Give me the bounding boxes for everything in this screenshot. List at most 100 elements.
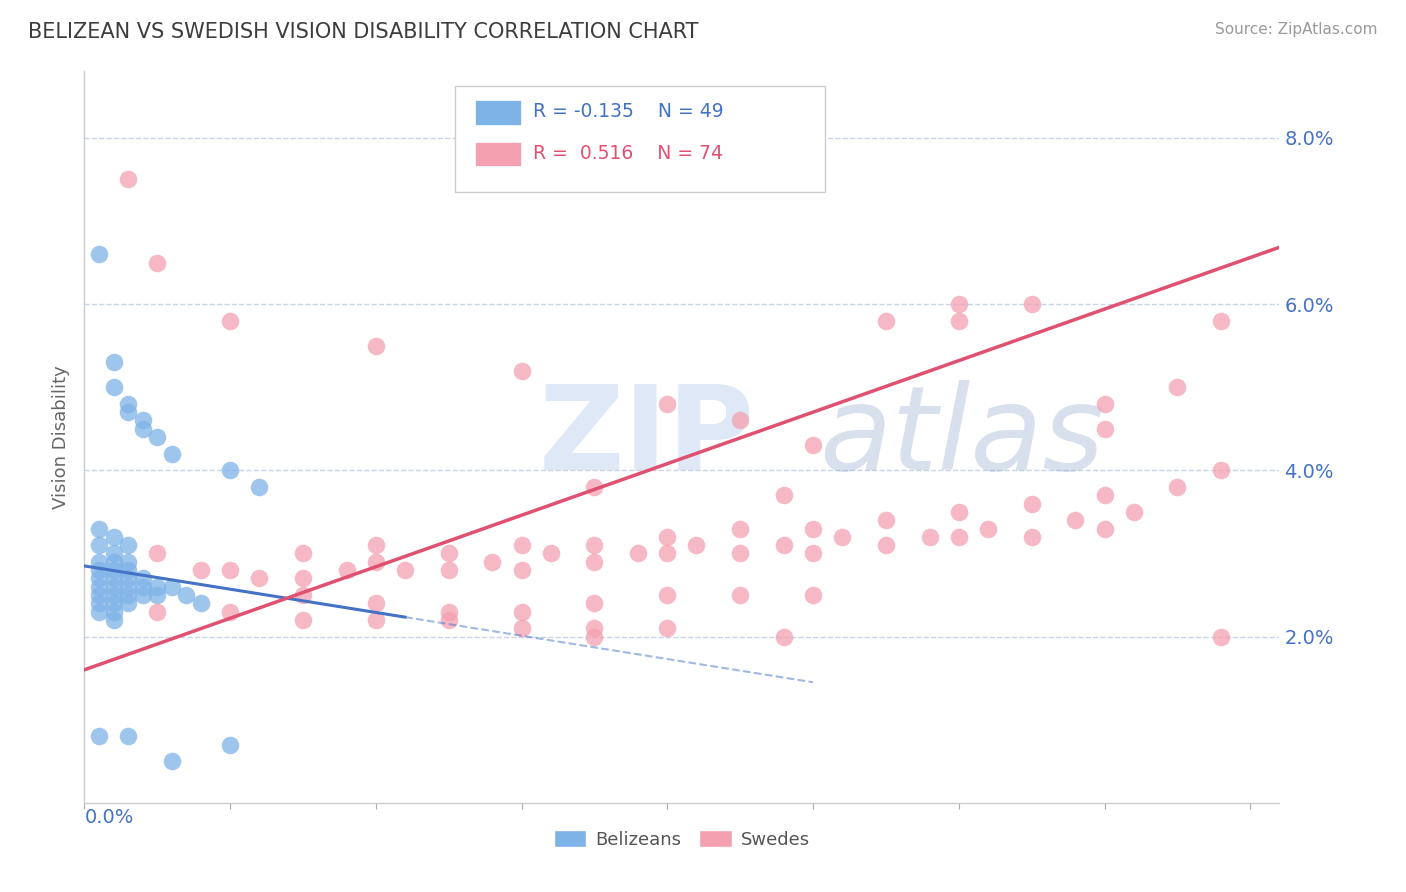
Point <box>657 397 679 411</box>
Point <box>219 605 242 619</box>
Point <box>190 596 212 610</box>
Point <box>364 538 387 552</box>
Legend: Belizeans, Swedes: Belizeans, Swedes <box>547 823 817 856</box>
Point <box>87 538 110 552</box>
Point <box>583 538 606 552</box>
Point <box>948 530 970 544</box>
Point <box>103 588 125 602</box>
Point <box>146 580 169 594</box>
Point <box>131 580 153 594</box>
Point <box>103 596 125 610</box>
Point <box>583 555 606 569</box>
Point <box>117 538 139 552</box>
Point <box>657 546 679 560</box>
Point <box>103 380 125 394</box>
Point <box>1021 497 1043 511</box>
Point <box>394 563 416 577</box>
Point <box>131 588 153 602</box>
Point <box>685 538 707 552</box>
Point <box>831 530 853 544</box>
Point <box>103 546 125 560</box>
Point <box>117 571 139 585</box>
Point <box>247 571 270 585</box>
Point <box>801 438 824 452</box>
Point <box>87 571 110 585</box>
Point <box>117 563 139 577</box>
Point <box>190 563 212 577</box>
Point <box>728 521 751 535</box>
Point <box>875 314 897 328</box>
Point <box>1094 422 1116 436</box>
Point <box>657 530 679 544</box>
Point <box>117 555 139 569</box>
Y-axis label: Vision Disability: Vision Disability <box>52 365 70 509</box>
Point <box>219 463 242 477</box>
Point <box>219 738 242 752</box>
Point <box>977 521 1000 535</box>
Point <box>773 488 796 502</box>
Bar <box>475 142 520 167</box>
Point <box>437 563 460 577</box>
Point <box>1064 513 1087 527</box>
Text: ZIP: ZIP <box>538 380 755 494</box>
Point <box>510 363 533 377</box>
Point <box>87 247 110 261</box>
Point <box>103 605 125 619</box>
Point <box>437 546 460 560</box>
Text: Source: ZipAtlas.com: Source: ZipAtlas.com <box>1215 22 1378 37</box>
Point <box>437 613 460 627</box>
Point <box>364 555 387 569</box>
Point <box>176 588 198 602</box>
Point <box>948 505 970 519</box>
Point <box>103 563 125 577</box>
Point <box>87 521 110 535</box>
Point <box>510 605 533 619</box>
Point <box>87 596 110 610</box>
Point <box>1211 630 1233 644</box>
Point <box>103 571 125 585</box>
Point <box>146 255 169 269</box>
Point <box>87 605 110 619</box>
Point <box>160 754 183 768</box>
Point <box>146 605 169 619</box>
Point <box>728 413 751 427</box>
Point <box>131 422 153 436</box>
Point <box>87 729 110 743</box>
Point <box>291 546 314 560</box>
Point <box>728 588 751 602</box>
Point <box>948 297 970 311</box>
Point <box>219 314 242 328</box>
Point <box>87 555 110 569</box>
Point <box>247 480 270 494</box>
Point <box>103 355 125 369</box>
Point <box>510 621 533 635</box>
Point <box>510 563 533 577</box>
Point <box>657 621 679 635</box>
Point <box>291 613 314 627</box>
Point <box>1094 397 1116 411</box>
Point <box>875 538 897 552</box>
Point <box>627 546 650 560</box>
Point <box>291 588 314 602</box>
Point <box>117 596 139 610</box>
Point <box>1021 297 1043 311</box>
Point <box>117 580 139 594</box>
Point <box>1211 314 1233 328</box>
Point <box>364 613 387 627</box>
Point <box>583 596 606 610</box>
Point <box>131 571 153 585</box>
Point <box>146 430 169 444</box>
Point <box>87 563 110 577</box>
Point <box>1021 530 1043 544</box>
Point <box>117 405 139 419</box>
Bar <box>475 100 520 125</box>
Point <box>146 546 169 560</box>
Point <box>728 546 751 560</box>
Point <box>1094 521 1116 535</box>
Point <box>801 588 824 602</box>
Text: R = -0.135    N = 49: R = -0.135 N = 49 <box>533 102 723 121</box>
Point <box>131 413 153 427</box>
Point <box>87 580 110 594</box>
Point <box>437 605 460 619</box>
Point <box>117 588 139 602</box>
